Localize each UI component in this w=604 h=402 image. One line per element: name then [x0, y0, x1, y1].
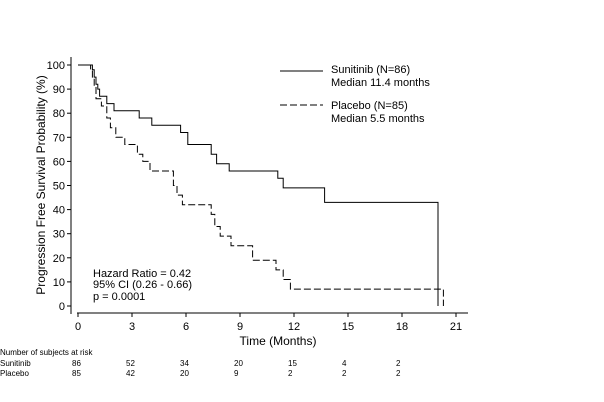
- risk-value-placebo-6: 20: [180, 369, 189, 378]
- stats-annotation: Hazard Ratio = 0.42 95% CI (0.26 - 0.66)…: [93, 268, 192, 303]
- legend: Sunitinib (N=86) Median 11.4 months Plac…: [280, 64, 430, 125]
- risk-value-sunitinib-15: 4: [342, 359, 347, 368]
- axes: 0 10 20 30 40 50 60 70 80 90 100 0 3 6 9 12 15 18 21: [47, 57, 468, 333]
- y-tick-label-30: 30: [53, 229, 65, 241]
- y-tick-label-0: 0: [59, 301, 65, 313]
- risk-value-sunitinib-6: 34: [180, 359, 189, 368]
- risk-value-sunitinib-12: 15: [288, 359, 297, 368]
- x-tick-label-12: 12: [288, 321, 300, 333]
- y-tick-label-20: 20: [53, 253, 65, 265]
- risk-value-sunitinib-3: 52: [126, 359, 135, 368]
- legend-note-sunitinib: Median 11.4 months: [331, 77, 430, 89]
- series-line-sunitinib: [78, 64, 439, 306]
- x-tick-label-9: 9: [237, 321, 243, 333]
- risk-value-placebo-3: 42: [126, 369, 135, 378]
- p-value-text: p = 0.0001: [93, 291, 145, 303]
- x-tick-label-3: 3: [129, 321, 135, 333]
- legend-label-placebo: Placebo (N=85): [331, 100, 408, 112]
- x-tick-label-0: 0: [75, 321, 81, 333]
- x-tick-label-18: 18: [396, 321, 408, 333]
- risk-row-label-sunitinib: Sunitinib: [0, 359, 31, 368]
- risk-value-sunitinib-18: 2: [396, 359, 401, 368]
- y-tick-label-50: 50: [53, 181, 65, 193]
- ci-text: 95% CI (0.26 - 0.66): [93, 279, 192, 291]
- risk-table: Number of subjects at risk Sunitinib Pla…: [0, 348, 401, 378]
- legend-note-placebo: Median 5.5 months: [331, 113, 425, 125]
- risk-value-placebo-18: 2: [396, 369, 401, 378]
- risk-value-sunitinib-0: 86: [72, 359, 81, 368]
- y-tick-label-100: 100: [47, 60, 65, 72]
- x-tick-label-6: 6: [183, 321, 189, 333]
- risk-value-placebo-9: 9: [234, 369, 239, 378]
- y-tick-label-40: 40: [53, 205, 65, 217]
- y-axis-title: Progression Free Survival Probability (%…: [34, 75, 48, 294]
- risk-value-placebo-12: 2: [288, 369, 293, 378]
- y-tick-label-70: 70: [53, 132, 65, 144]
- risk-value-placebo-0: 85: [72, 369, 81, 378]
- risk-row-label-placebo: Placebo: [0, 369, 29, 378]
- risk-value-sunitinib-9: 20: [234, 359, 243, 368]
- risk-value-placebo-15: 2: [342, 369, 347, 378]
- hazard-ratio-text: Hazard Ratio = 0.42: [93, 268, 191, 280]
- x-tick-label-21: 21: [450, 321, 462, 333]
- x-tick-label-15: 15: [342, 321, 354, 333]
- y-tick-label-90: 90: [53, 84, 65, 96]
- y-tick-label-60: 60: [53, 156, 65, 168]
- risk-table-title: Number of subjects at risk: [0, 348, 93, 357]
- y-tick-label-80: 80: [53, 108, 65, 120]
- series-layer: [78, 64, 444, 306]
- series-line-placebo: [78, 64, 444, 306]
- x-axis-title: Time (Months): [240, 334, 317, 348]
- y-tick-label-10: 10: [53, 277, 65, 289]
- legend-label-sunitinib: Sunitinib (N=86): [331, 64, 410, 76]
